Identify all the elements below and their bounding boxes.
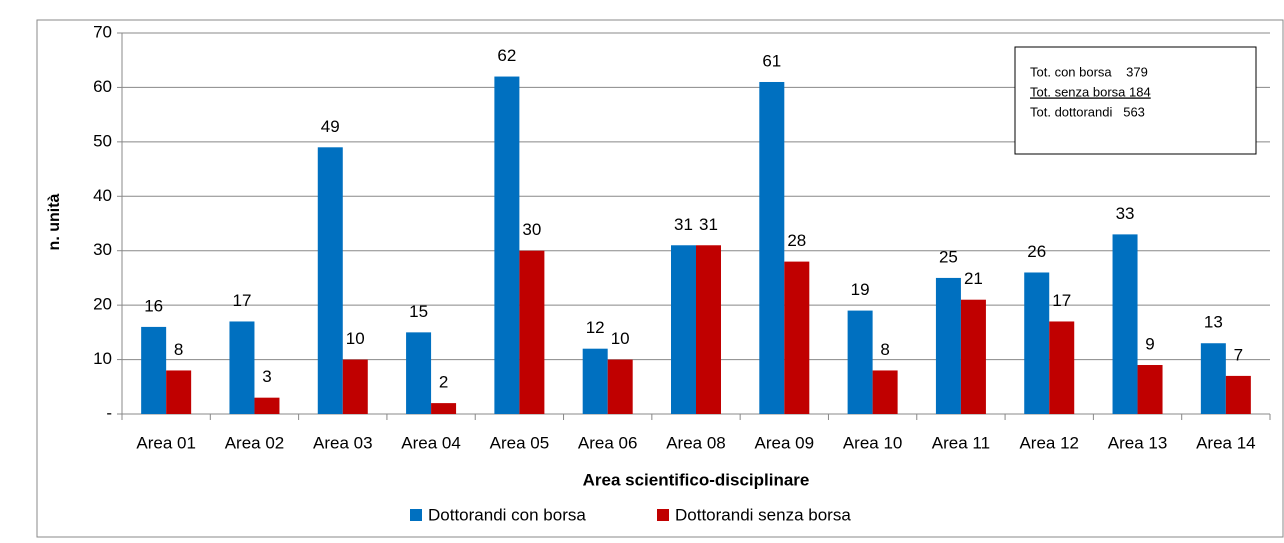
- bar: [229, 321, 255, 414]
- legend-swatch: [657, 509, 669, 521]
- data-label: 15: [409, 302, 428, 321]
- data-label: 31: [699, 215, 718, 234]
- data-label: 16: [144, 296, 163, 315]
- data-label: 7: [1234, 345, 1243, 364]
- data-label: 61: [762, 51, 781, 70]
- data-label: 17: [233, 291, 252, 310]
- bar: [494, 76, 520, 415]
- bar: [872, 370, 898, 414]
- data-label: 8: [174, 340, 183, 359]
- x-axis-title: Area scientifico-disciplinare: [583, 470, 810, 489]
- legend-swatch: [410, 509, 422, 521]
- bar: [431, 403, 457, 414]
- bar: [1200, 343, 1226, 414]
- y-tick-label: 70: [93, 22, 112, 41]
- x-tick-label: Area 02: [225, 433, 285, 452]
- bar: [607, 359, 633, 414]
- data-label: 8: [880, 340, 889, 359]
- bar: [696, 245, 721, 414]
- data-label: 21: [964, 269, 983, 288]
- y-tick-label: -: [106, 403, 112, 422]
- y-tick-label: 30: [93, 240, 112, 259]
- bar: [342, 359, 368, 414]
- legend-label: Dottorandi senza borsa: [675, 505, 851, 524]
- data-label: 28: [787, 231, 806, 250]
- x-tick-label: Area 14: [1196, 433, 1256, 452]
- x-tick-label: Area 10: [843, 433, 903, 452]
- bar: [1225, 375, 1251, 414]
- bar: [166, 370, 192, 414]
- data-label: 10: [346, 329, 365, 348]
- x-tick-label: Area 03: [313, 433, 373, 452]
- data-label: 2: [439, 373, 448, 392]
- y-tick-label: 40: [93, 186, 112, 205]
- y-axis-title: n. unità: [46, 193, 63, 250]
- x-tick-label: Area 11: [932, 433, 990, 452]
- data-label: 26: [1027, 242, 1046, 261]
- annotation: Tot. con borsa 379: [1030, 64, 1148, 79]
- x-tick-label: Area 05: [490, 433, 550, 452]
- data-label: 62: [497, 46, 516, 65]
- bar: [141, 326, 167, 414]
- x-tick-label: Area 13: [1108, 433, 1168, 452]
- bar: [406, 332, 432, 414]
- bar: [254, 397, 280, 414]
- data-label: 31: [674, 215, 693, 234]
- x-tick-label: Area 01: [136, 433, 196, 452]
- bar: [960, 299, 986, 414]
- data-label: 17: [1052, 291, 1071, 310]
- data-label: 49: [321, 117, 340, 136]
- bar: [1112, 234, 1138, 414]
- y-tick-label: 50: [93, 131, 112, 150]
- bar: [1137, 365, 1163, 414]
- x-tick-label: Area 12: [1019, 433, 1079, 452]
- data-label: 33: [1116, 204, 1135, 223]
- bar: [582, 348, 608, 414]
- bar: [1049, 321, 1075, 414]
- x-tick-label: Area 08: [666, 433, 726, 452]
- x-tick-label: Area 06: [578, 433, 638, 452]
- y-tick-label: 20: [93, 295, 112, 314]
- data-label: 10: [611, 329, 630, 348]
- data-label: 25: [939, 247, 958, 266]
- bar: [759, 81, 785, 414]
- x-tick-label: Area 04: [401, 433, 461, 452]
- bar: [935, 277, 961, 414]
- bar: [847, 310, 873, 414]
- data-label: 12: [586, 318, 605, 337]
- x-tick-label: Area 09: [755, 433, 815, 452]
- data-label: 3: [262, 367, 271, 386]
- bar: [671, 245, 696, 414]
- annotation: Tot. senza borsa 184: [1030, 84, 1151, 99]
- y-tick-label: 60: [93, 77, 112, 96]
- bar: [519, 250, 545, 414]
- annotation: Tot. dottorandi 563: [1030, 104, 1145, 119]
- bar: [317, 147, 343, 415]
- bar: [784, 261, 810, 414]
- legend-label: Dottorandi con borsa: [428, 505, 586, 524]
- data-label: 13: [1204, 313, 1223, 332]
- bar: [1024, 272, 1050, 414]
- data-label: 9: [1145, 334, 1154, 353]
- y-tick-label: 10: [93, 349, 112, 368]
- annotation-box: [1014, 46, 1257, 155]
- data-label: 30: [522, 220, 541, 239]
- data-label: 19: [851, 280, 870, 299]
